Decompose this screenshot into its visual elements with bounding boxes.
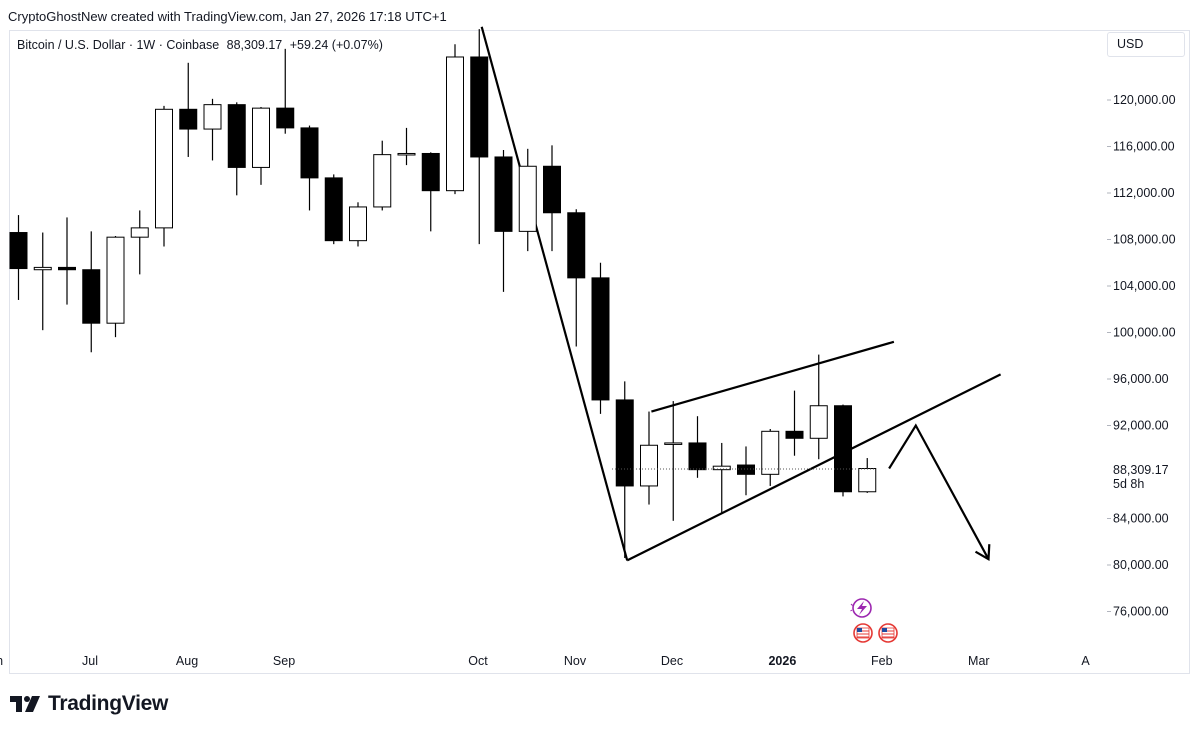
candle-23[interactable] — [567, 209, 586, 347]
candle-2[interactable] — [58, 217, 76, 305]
candle-3[interactable] — [82, 231, 101, 353]
trend-line-0[interactable] — [480, 26, 629, 561]
candle-8[interactable] — [203, 98, 222, 161]
candle-25[interactable] — [615, 381, 634, 559]
event-lightning-icon[interactable] — [850, 598, 872, 618]
candle-26[interactable] — [640, 411, 658, 505]
candle-18[interactable] — [446, 44, 464, 195]
candle-30[interactable] — [737, 446, 755, 496]
x-tick-label: Feb — [871, 654, 893, 668]
y-tick-label: 84,000.00 — [1113, 512, 1169, 526]
candle-33[interactable] — [809, 354, 828, 460]
trend-line-1[interactable] — [626, 373, 1002, 562]
x-tick-label: Aug — [176, 654, 198, 668]
candle-13[interactable] — [324, 174, 343, 245]
candle-16[interactable] — [397, 127, 416, 166]
tradingview-logo: TradingView — [10, 692, 168, 716]
trend-line-2[interactable] — [651, 340, 895, 413]
x-tick-label: 2026 — [768, 654, 796, 668]
y-tick-label: 120,000.00 — [1113, 93, 1176, 107]
candle-17[interactable] — [421, 152, 440, 232]
last-price: 88,309.17 — [226, 38, 283, 52]
x-tick-label: Jul — [82, 654, 98, 668]
y-tick-label: 108,000.00 — [1113, 233, 1176, 247]
chart-frame — [9, 30, 1190, 674]
trend-line-3[interactable] — [888, 423, 990, 560]
tradingview-logo-icon — [10, 696, 40, 712]
price-change: +59.24 (+0.07%) — [289, 38, 383, 52]
candle-5[interactable] — [130, 210, 149, 275]
y-tick-label: 116,000.00 — [1113, 140, 1175, 154]
x-tick-label: Nov — [564, 654, 587, 668]
candle-21[interactable] — [518, 148, 537, 252]
candle-35[interactable] — [858, 458, 877, 493]
x-tick-label: Jun — [0, 654, 3, 668]
tradingview-logo-text: TradingView — [48, 692, 169, 715]
symbol-title: Bitcoin / U.S. Dollar · 1W · Coinbase — [17, 38, 220, 52]
candle-29[interactable] — [712, 442, 731, 513]
candle-10[interactable] — [252, 106, 270, 185]
candle-11[interactable] — [276, 48, 295, 134]
y-tick-label: 76,000.00 — [1113, 605, 1169, 619]
candle-19[interactable] — [470, 29, 489, 245]
price-badge-value: 88,309.17 — [1113, 463, 1169, 477]
price-badge-countdown: 5d 8h — [1113, 477, 1144, 491]
y-tick-label: 112,000.00 — [1113, 186, 1175, 200]
y-tick-label: 96,000.00 — [1113, 372, 1169, 386]
candle-24[interactable] — [591, 262, 610, 414]
candle-4[interactable] — [106, 236, 125, 338]
candle-31[interactable] — [761, 428, 780, 486]
y-tick-label: 104,000.00 — [1113, 279, 1176, 293]
candle-34[interactable] — [834, 404, 852, 497]
symbol-legend: Bitcoin / U.S. Dollar · 1W · Coinbase 88… — [17, 38, 387, 52]
time-axis: Jun Jul Aug Sep Oct Nov Dec 2026 Feb Mar A — [0, 654, 1090, 668]
event-us-flag-icon[interactable] — [853, 623, 873, 643]
candle-27[interactable] — [664, 401, 683, 521]
candles-layer — [9, 29, 877, 559]
y-tick-label: 92,000.00 — [1113, 419, 1169, 433]
candle-12[interactable] — [300, 125, 319, 211]
candle-15[interactable] — [373, 140, 392, 211]
drawing-layer — [480, 26, 1002, 562]
x-tick-label: Mar — [968, 654, 990, 668]
currency-button[interactable]: USD — [1107, 32, 1185, 57]
x-tick-label: Dec — [661, 654, 683, 668]
candle-6[interactable] — [155, 105, 173, 247]
event-us-flag-icon[interactable] — [878, 623, 898, 643]
candle-32[interactable] — [785, 390, 804, 456]
x-tick-label: Oct — [468, 654, 488, 668]
candle-20[interactable] — [494, 149, 513, 292]
price-axis: 76,000.00 80,000.00 84,000.00 92,000.00 96,0… — [1107, 93, 1176, 619]
x-tick-label: A — [1081, 654, 1090, 668]
candle-22[interactable] — [543, 145, 561, 252]
candle-14[interactable] — [349, 202, 367, 247]
x-tick-label: Sep — [273, 654, 295, 668]
chart-caption: CryptoGhostNew created with TradingView.… — [8, 9, 447, 24]
y-tick-label: 100,000.00 — [1113, 326, 1176, 340]
candle-7[interactable] — [179, 62, 198, 157]
candle-0[interactable] — [9, 215, 28, 300]
candle-9[interactable] — [227, 102, 246, 196]
y-tick-label: 80,000.00 — [1113, 558, 1169, 572]
arrow-head — [974, 544, 991, 562]
candle-28[interactable] — [688, 416, 707, 478]
candle-1[interactable] — [33, 232, 52, 331]
